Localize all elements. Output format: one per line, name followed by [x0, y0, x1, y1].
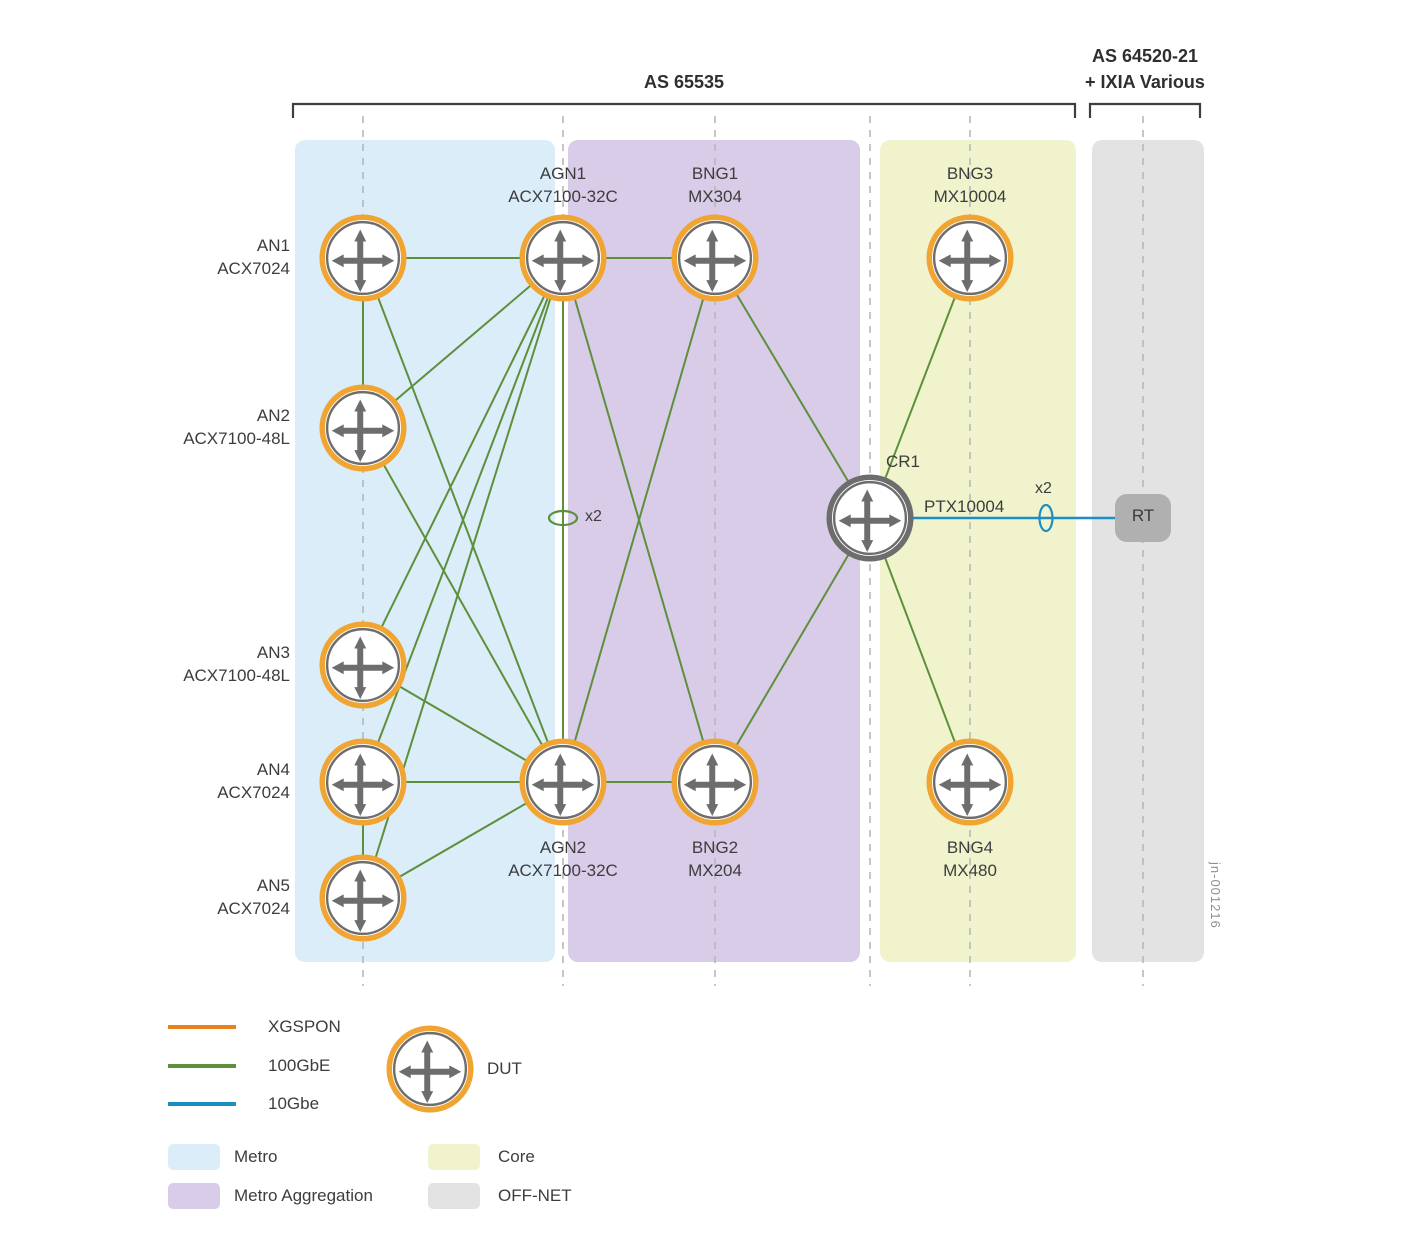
legend-label-metro: Metro: [234, 1147, 278, 1166]
node-bng2-label: BNG2 MX204: [605, 836, 825, 882]
node-bng1-icon: [674, 217, 756, 299]
legend-swatch-metro-aggregation: [168, 1183, 220, 1209]
node-bng2-icon: [674, 741, 756, 823]
node-agn2-model: ACX7100-32C: [508, 861, 618, 880]
node-an3-name: AN3: [256, 643, 290, 662]
legend-swatch-xgspon: [168, 1025, 236, 1029]
figure-id-watermark: jn-001216: [1208, 862, 1223, 929]
node-an2-icon: [322, 387, 404, 469]
node-an2-label: AN2 ACX7100-48L: [130, 404, 290, 450]
link-bng2-cr1: [714, 517, 871, 783]
link-bng1-cr1: [714, 257, 871, 519]
legend-swatch-off-net: [428, 1183, 480, 1209]
node-rt-label: RT: [1131, 506, 1155, 525]
legend-swatch-100gbe: [168, 1064, 236, 1068]
node-bng3-name: BNG3: [946, 164, 994, 183]
x2-label-agn-link: x2: [585, 508, 602, 525]
node-bng2-model: MX204: [688, 861, 742, 880]
zone-off-net: [1092, 140, 1204, 962]
bracket-as-65535: [291, 102, 1077, 118]
node-bng1-name: BNG1: [691, 164, 739, 183]
node-an1-model: ACX7024: [217, 259, 290, 278]
node-cr1-icon: [829, 477, 911, 559]
node-an1-label: AN1 ACX7024: [130, 234, 290, 280]
as-64520-label-line1: AS 64520-21: [1091, 46, 1199, 66]
node-bng2-name: BNG2: [691, 838, 739, 857]
as-65535-label: AS 65535: [643, 72, 725, 92]
node-bng1-label: BNG1 MX304: [605, 162, 825, 208]
legend-swatch-10gbe: [168, 1102, 236, 1106]
node-bng4-name: BNG4: [946, 838, 994, 857]
node-an2-name: AN2: [256, 406, 290, 425]
legend-dut-icon: [389, 1028, 471, 1110]
link-an4-agn1: [362, 257, 564, 783]
node-bng3-label: BNG3 MX10004: [860, 162, 1080, 208]
node-an3-icon: [322, 624, 404, 706]
node-an2-model: ACX7100-48L: [183, 429, 290, 448]
node-bng4-label: BNG4 MX480: [860, 836, 1080, 882]
node-cr1-name: CR1: [886, 452, 921, 471]
node-agn2-icon: [522, 741, 604, 823]
node-agn1-model: ACX7100-32C: [508, 187, 618, 206]
legend-label-10gbe: 10Gbe: [268, 1094, 320, 1113]
legend-swatch-core: [428, 1144, 480, 1170]
x2-label-rt-link: x2: [1035, 480, 1052, 497]
node-an5-label: AN5 ACX7024: [130, 874, 290, 920]
legend-label-100gbe: 100GbE: [268, 1056, 331, 1075]
node-an4-name: AN4: [256, 760, 290, 779]
node-an4-icon: [322, 741, 404, 823]
node-an3-label: AN3 ACX7100-48L: [130, 641, 290, 687]
zone-core: [880, 140, 1076, 962]
link-bng3-cr1: [869, 257, 971, 519]
bracket-as-64520: [1088, 102, 1202, 118]
link-agn2-bng1: [562, 257, 716, 783]
legend-label-xgspon: XGSPON: [268, 1017, 341, 1036]
node-an3-model: ACX7100-48L: [183, 666, 290, 685]
multiplier-ellipse-agn-link: [547, 509, 579, 527]
legend-label-core: Core: [498, 1147, 535, 1166]
node-agn1-label: AGN1 ACX7100-32C: [453, 162, 673, 208]
node-an1-icon: [322, 217, 404, 299]
node-bng4-model: MX480: [943, 861, 997, 880]
multiplier-ellipse-rt-link: [1038, 503, 1054, 533]
node-rt-box: [1115, 494, 1171, 542]
node-an5-name: AN5: [256, 876, 290, 895]
node-an5-icon: [322, 857, 404, 939]
link-an3-agn1: [362, 257, 564, 666]
legend-label-dut: DUT: [487, 1059, 522, 1078]
link-an2-agn1: [362, 257, 564, 429]
legend-label-metro-aggregation: Metro Aggregation: [234, 1186, 373, 1205]
node-bng3-model: MX10004: [933, 187, 1007, 206]
node-an5-model: ACX7024: [217, 899, 290, 918]
node-an4-label: AN4 ACX7024: [130, 758, 290, 804]
as-64520-label-line2: + IXIA Various: [1085, 72, 1205, 92]
node-cr1-model: PTX10004: [924, 497, 1005, 516]
node-bng3-icon: [929, 217, 1011, 299]
node-an1-name: AN1: [256, 236, 290, 255]
link-an2-agn2: [362, 427, 564, 783]
node-bng1-model: MX304: [688, 187, 742, 206]
legend-swatch-metro: [168, 1144, 220, 1170]
legend-label-off-net: OFF-NET: [498, 1186, 572, 1205]
link-bng4-cr1: [869, 517, 971, 783]
zone-metro-aggregation: [568, 140, 860, 962]
node-agn1-name: AGN1: [539, 164, 587, 183]
node-agn2-name: AGN2: [539, 838, 587, 857]
node-an4-model: ACX7024: [217, 783, 290, 802]
node-agn2-label: AGN2 ACX7100-32C: [453, 836, 673, 882]
node-agn1-icon: [522, 217, 604, 299]
node-bng4-icon: [929, 741, 1011, 823]
